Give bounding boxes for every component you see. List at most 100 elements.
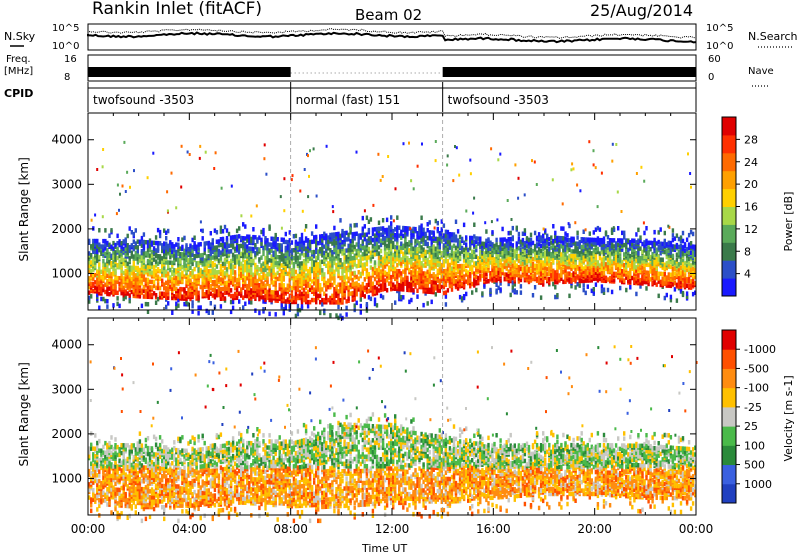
data-cell <box>280 243 283 248</box>
data-cell <box>533 285 537 290</box>
data-cell <box>294 275 298 281</box>
data-cell <box>475 279 478 284</box>
data-cell <box>416 280 419 285</box>
data-cell <box>317 287 320 292</box>
data-cell <box>578 243 581 248</box>
data-cell <box>98 283 101 289</box>
data-cell <box>357 282 360 288</box>
data-cell <box>438 270 441 276</box>
data-cell <box>242 305 245 310</box>
data-cell <box>217 269 221 275</box>
data-cell <box>244 248 247 253</box>
data-cell <box>333 260 336 266</box>
data-cell <box>440 268 443 274</box>
data-cell <box>355 287 358 293</box>
data-cell <box>495 258 498 264</box>
data-cell <box>460 245 464 251</box>
data-cell <box>235 234 239 239</box>
data-cell <box>580 244 583 250</box>
data-cell <box>361 292 364 297</box>
data-cell <box>373 233 377 238</box>
data-cell <box>612 248 616 254</box>
data-cell <box>580 271 583 276</box>
data-cell <box>92 276 95 281</box>
data-cell <box>398 294 401 300</box>
data-cell <box>132 231 135 237</box>
data-cell <box>118 281 121 286</box>
data-cell <box>294 239 298 245</box>
data-cell <box>296 279 300 285</box>
data-cell <box>227 249 231 254</box>
data-cell <box>537 270 541 275</box>
beam-title: Beam 02 <box>355 6 422 24</box>
data-cell <box>280 237 283 242</box>
data-cell <box>169 267 172 273</box>
data-cell <box>390 243 393 248</box>
data-cell <box>462 263 466 269</box>
data-cell <box>438 231 441 236</box>
data-cell <box>430 273 433 279</box>
data-cell <box>379 238 383 244</box>
data-cell <box>546 277 549 282</box>
data-cell <box>171 253 174 258</box>
data-cell <box>195 253 198 259</box>
data-cell <box>527 237 531 243</box>
data-cell <box>598 227 602 232</box>
data-cell <box>104 275 107 280</box>
data-cell <box>381 230 385 235</box>
data-cell <box>116 246 119 251</box>
data-cell <box>142 294 146 299</box>
data-cell <box>104 282 107 287</box>
data-cell <box>116 275 119 281</box>
data-cell <box>377 251 381 256</box>
data-cell <box>434 292 437 297</box>
data-cell <box>436 250 439 256</box>
data-cell <box>392 240 395 246</box>
data-cell <box>233 291 237 297</box>
data-cell <box>181 255 184 261</box>
data-cell <box>503 254 506 259</box>
data-cell <box>570 249 573 254</box>
data-cell <box>116 296 119 301</box>
data-cell <box>163 282 166 287</box>
data-cell <box>282 277 285 282</box>
data-cell <box>278 249 281 254</box>
data-cell <box>361 252 364 257</box>
data-cell <box>205 282 208 287</box>
data-cell <box>337 273 340 279</box>
data-cell <box>132 239 135 244</box>
data-cell <box>177 275 180 281</box>
data-cell <box>229 243 233 248</box>
data-cell <box>604 262 608 267</box>
data-cell <box>349 243 352 248</box>
data-cell <box>489 252 492 258</box>
data-cell <box>264 255 267 261</box>
data-cell <box>353 281 356 287</box>
data-cell <box>479 273 482 279</box>
data-cell <box>531 248 535 254</box>
data-cell <box>554 250 557 255</box>
data-cell <box>483 244 486 250</box>
data-cell <box>446 239 450 244</box>
data-cell <box>221 296 225 301</box>
data-cell <box>175 301 178 306</box>
data-cell <box>310 250 314 255</box>
data-cell <box>422 227 425 233</box>
data-cell <box>554 255 557 260</box>
data-cell <box>373 301 377 307</box>
data-cell <box>284 305 287 310</box>
data-cell <box>317 262 320 267</box>
data-cell <box>156 246 160 251</box>
data-cell <box>278 294 281 300</box>
data-cell <box>112 253 115 259</box>
data-cell <box>517 253 521 259</box>
data-cell <box>394 284 397 289</box>
data-cell <box>533 250 537 255</box>
data-cell <box>108 268 111 273</box>
data-cell <box>422 247 425 252</box>
data-cell <box>499 242 502 247</box>
data-cell <box>617 267 620 272</box>
data-cell <box>286 255 289 261</box>
data-cell <box>438 266 441 272</box>
data-cell <box>548 258 551 264</box>
